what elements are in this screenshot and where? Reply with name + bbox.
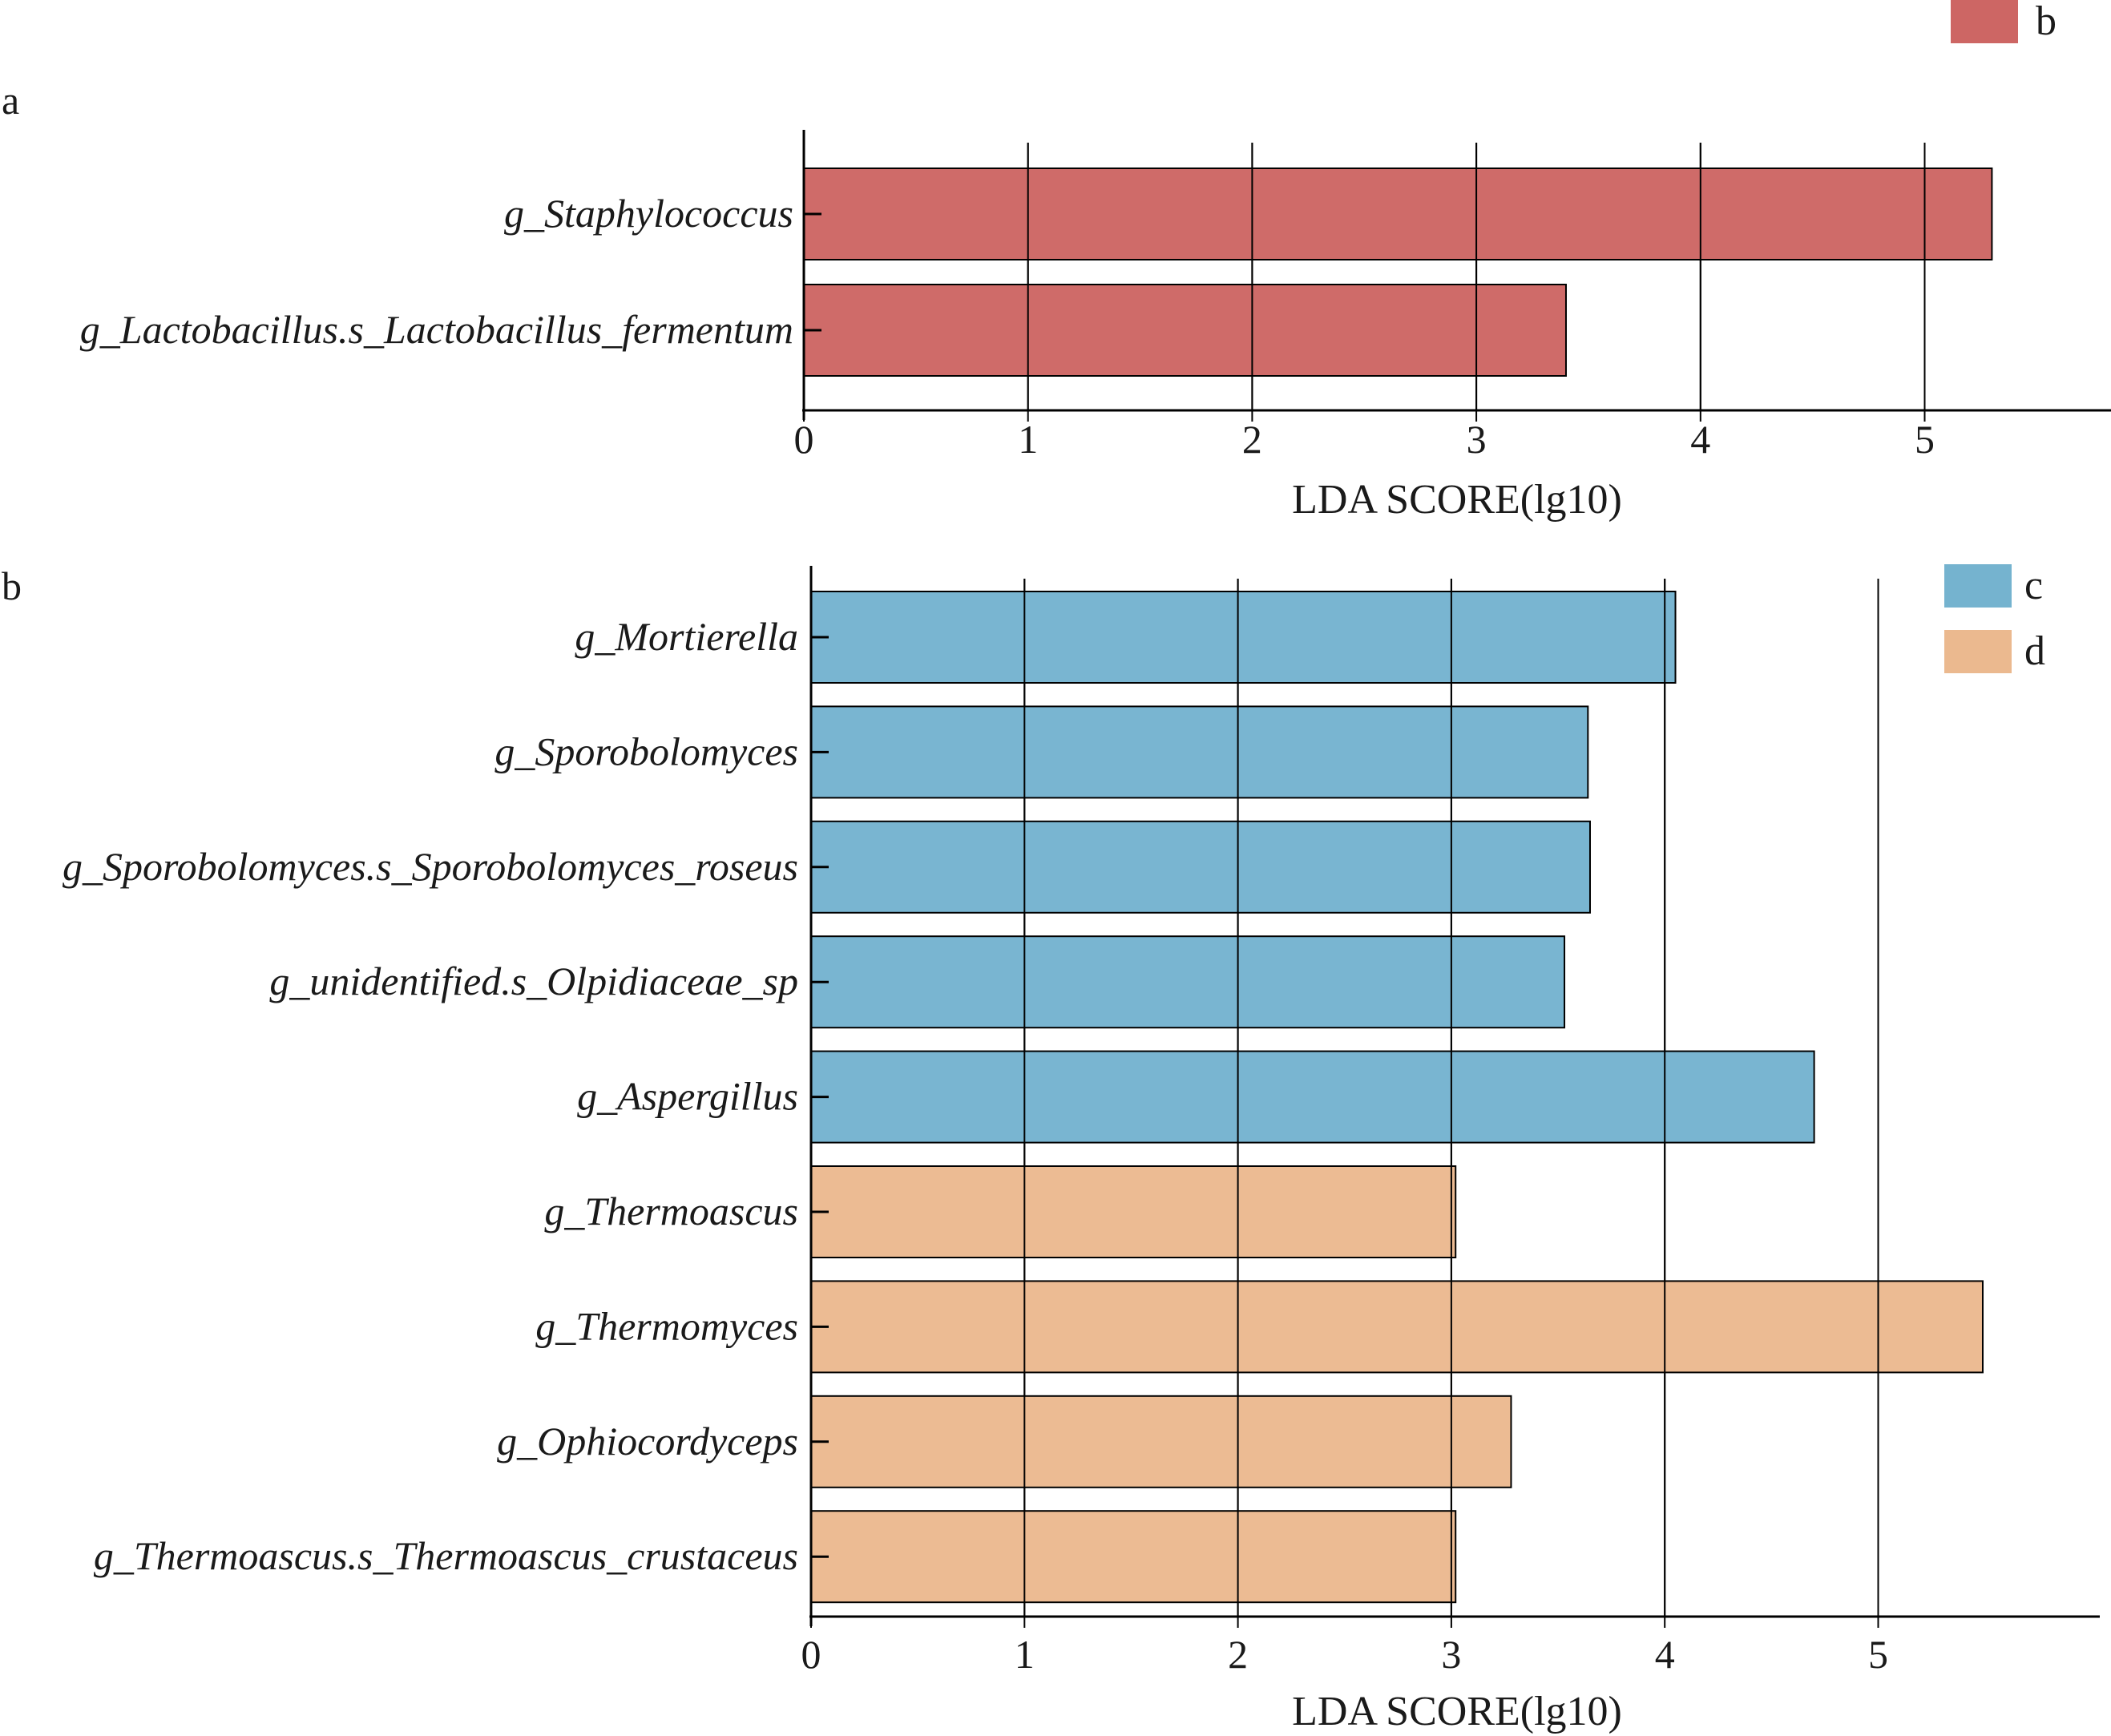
legend-label-d: d [2024, 628, 2045, 674]
legend-label-c: c [2024, 563, 2043, 608]
bar-g_unidentified.s_Olpidiaceae_sp [810, 935, 1566, 1029]
legend-swatch-d [1944, 630, 2012, 673]
x-tick-label: 0 [794, 417, 814, 462]
x-tick-label: 2 [1242, 417, 1262, 462]
bar-g_Lactobacillus.s_Lactobacillus_fermentum [803, 284, 1567, 377]
category-label: g_Mortierella [575, 614, 798, 659]
bar-g_Sporobolomyces [810, 705, 1589, 799]
x-tick-label: 3 [1467, 417, 1487, 462]
category-label: g_Ophiocordyceps [497, 1419, 798, 1463]
x-tick-label: 0 [801, 1632, 821, 1677]
bar-g_Aspergillus [810, 1050, 1815, 1144]
category-label: g_Aspergillus [577, 1074, 798, 1119]
category-label: g_Staphylococcus [504, 191, 793, 236]
bar-g_Sporobolomyces.s_Sporobolomyces_roseus [810, 820, 1591, 914]
legend-swatch-c [1944, 564, 2012, 608]
x-axis-title: LDA SCORE(lg10) [1292, 477, 1622, 523]
x-axis-title: LDA SCORE(lg10) [1292, 1689, 1622, 1734]
bar-g_Thermomyces [810, 1280, 1984, 1374]
x-tick-label: 4 [1655, 1632, 1675, 1677]
x-tick-label: 1 [1015, 1632, 1035, 1677]
x-tick-label: 5 [1868, 1632, 1888, 1677]
category-label: g_Thermoascus.s_Thermoascus_crustaceus [94, 1533, 798, 1578]
category-label: g_Thermoascus [544, 1189, 798, 1233]
panel-b: b g_Mortierella g_Sporobolomyces g_Sporobol… [2, 563, 2100, 1734]
category-label: g_Sporobolomyces [494, 729, 798, 773]
bar-g_Ophiocordyceps [810, 1395, 1512, 1488]
x-tick-label: 2 [1228, 1632, 1248, 1677]
category-label: g_unidentified.s_Olpidiaceae_sp [269, 959, 798, 1003]
category-label: g_Sporobolomyces.s_Sporobolomyces_roseus [63, 844, 798, 889]
x-tick-label: 3 [1441, 1632, 1461, 1677]
category-label: g_Lactobacillus.s_Lactobacillus_fermentu… [80, 307, 793, 352]
x-tick-label: 1 [1018, 417, 1038, 462]
panel-letter: a [2, 78, 19, 123]
x-tick-label: 5 [1915, 417, 1935, 462]
x-tick-label: 4 [1690, 417, 1710, 462]
legend-swatch-b [1951, 0, 2018, 43]
panel-letter: b [2, 563, 22, 608]
category-label: g_Thermomyces [535, 1303, 798, 1348]
bar-g_Thermoascus [810, 1165, 1457, 1258]
bar-g_Mortierella [810, 591, 1677, 684]
bar-g_Thermoascus.s_Thermoascus_crustaceus [810, 1510, 1457, 1604]
bar-g_Staphylococcus [803, 168, 1993, 260]
panel-a: a g_Staphylococcus g_Lactobacillus.s_Lacto… [2, 0, 2111, 523]
legend-label-b: b [2036, 0, 2057, 44]
